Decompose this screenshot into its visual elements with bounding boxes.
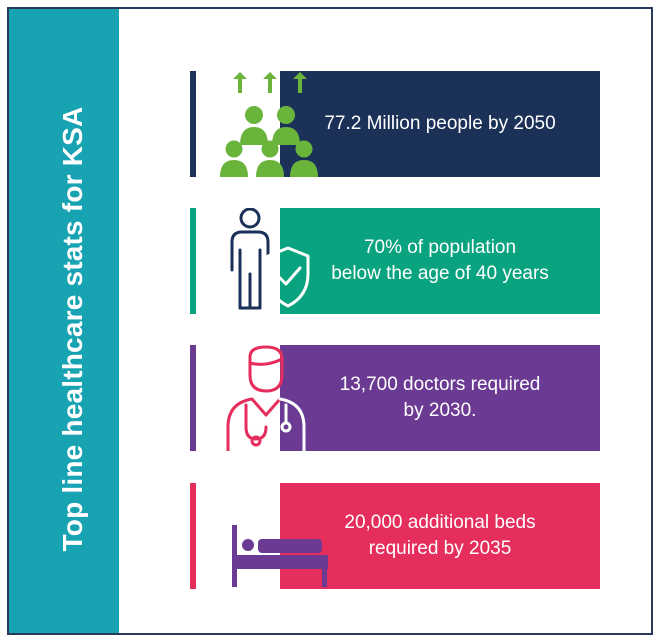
- stat-text: 20,000 additional beds required by 2035: [344, 512, 536, 559]
- stat-row-population: 77.2 Million people by 2050: [190, 71, 600, 177]
- population-growth-icon: [220, 72, 318, 177]
- stat-box: 13,700 doctors required by 2030.: [280, 345, 600, 451]
- page-title: Top line healthcare stats for KSA: [57, 106, 88, 552]
- accent-bar: [190, 208, 196, 314]
- young-person-shield-icon: [230, 208, 310, 310]
- stat-box: 70% of population below the age of 40 ye…: [280, 208, 600, 314]
- sidebar: Top line healthcare stats for KSA: [9, 9, 119, 633]
- stat-row-doctors: 13,700 doctors required by 2030.: [190, 345, 600, 451]
- accent-bar: [190, 345, 196, 451]
- stat-box: 77.2 Million people by 2050: [280, 71, 600, 177]
- hospital-bed-icon: [232, 525, 328, 587]
- stat-text: 13,700 doctors required by 2030.: [339, 374, 541, 421]
- stat-text: 70% of population below the age of 40 ye…: [331, 237, 549, 284]
- stat-row-young-population: 70% of population below the age of 40 ye…: [190, 208, 600, 314]
- stat-row-beds: 20,000 additional beds required by 2035: [190, 483, 600, 589]
- accent-bar: [190, 483, 196, 589]
- stat-box: 20,000 additional beds required by 2035: [280, 483, 600, 589]
- doctor-icon: [226, 345, 306, 451]
- accent-bar: [190, 71, 196, 177]
- stat-text: 77.2 Million people by 2050: [324, 113, 556, 134]
